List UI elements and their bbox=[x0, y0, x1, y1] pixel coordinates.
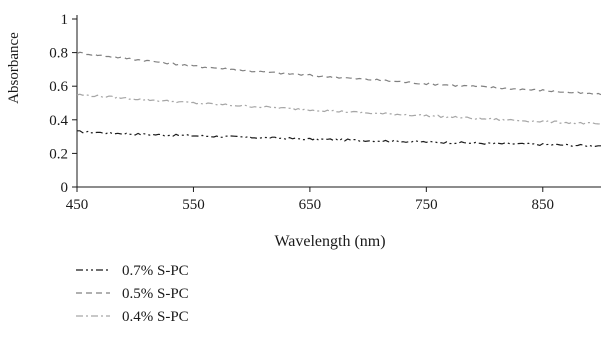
legend-label: 0.4% S-PC bbox=[122, 309, 189, 325]
x-tick-label: 650 bbox=[299, 197, 322, 213]
series-line bbox=[77, 130, 601, 147]
y-tick-label: 0 bbox=[61, 180, 69, 196]
legend-label: 0.7% S-PC bbox=[122, 263, 189, 279]
y-tick-label: 0.2 bbox=[49, 146, 68, 162]
series-line bbox=[76, 51, 601, 96]
y-tick-label: 0.6 bbox=[49, 79, 68, 95]
x-tick-label: 450 bbox=[66, 197, 89, 213]
series-line bbox=[76, 93, 601, 125]
x-axis-label: Wavelength (nm) bbox=[274, 233, 385, 250]
y-axis-label: Absorbance bbox=[6, 32, 22, 104]
x-tick-label: 750 bbox=[415, 197, 438, 213]
y-tick-label: 0.8 bbox=[49, 46, 68, 62]
y-tick-label: 0.4 bbox=[49, 113, 68, 129]
legend: 0.7% S-PC 0.5% S-PC 0.4% S-PC bbox=[76, 263, 189, 325]
x-tick-label: 850 bbox=[532, 197, 555, 213]
x-tick-label: 550 bbox=[182, 197, 205, 213]
y-tick-label: 1 bbox=[61, 12, 69, 28]
legend-label: 0.5% S-PC bbox=[122, 286, 189, 302]
